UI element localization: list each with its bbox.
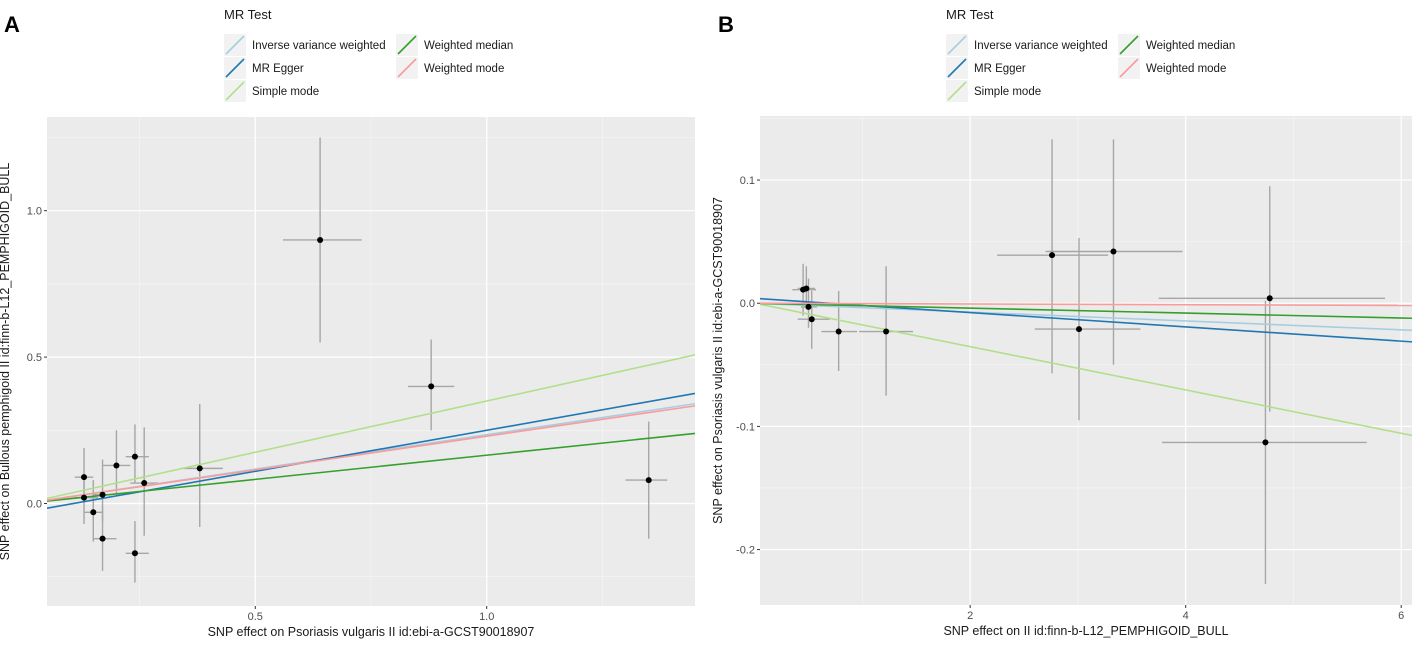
data-point <box>81 474 88 481</box>
legend-label-ivw: Inverse variance weighted <box>252 40 386 52</box>
legend-key-wmedian <box>1119 35 1139 55</box>
panel-label-a: A <box>4 12 20 37</box>
plot-b: 2 4 6 -0.2 -0.1 0.0 0.1 SNP effect on II id:fin… <box>711 116 1412 638</box>
x-axis-title: SNP effect on Psoriasis vulgaris II id:e… <box>208 625 535 639</box>
legend-label-egger: MR Egger <box>974 63 1026 75</box>
data-point <box>1266 295 1273 302</box>
y-tick-label: 0.0 <box>740 298 755 310</box>
legend-title: MR Test <box>946 7 994 22</box>
regression-line-inverse-variance-weighted <box>760 302 1412 332</box>
data-point <box>805 303 812 310</box>
y-tick-label: 1.0 <box>27 206 42 218</box>
data-point <box>317 236 324 243</box>
legend-key-simple <box>947 81 967 101</box>
legend-key-egger <box>225 58 245 78</box>
regression-line-weighted-median <box>47 432 695 502</box>
data-point <box>131 550 138 557</box>
regression-line-simple-mode <box>760 303 1412 437</box>
y-tick-label: -0.1 <box>736 421 755 433</box>
x-axis-title: SNP effect on II id:finn-b-L12_PEMPHIGOI… <box>943 624 1228 638</box>
y-tick-label: 0.1 <box>740 175 755 187</box>
data-point <box>808 316 815 323</box>
data-point <box>81 494 88 501</box>
x-tick-label: 6 <box>1398 610 1404 622</box>
data-point <box>883 328 890 335</box>
y-axis-title: SNP effect on Psoriasis vulgaris II id:e… <box>711 197 725 524</box>
legend-label-simple: Simple mode <box>252 86 319 98</box>
plot-a: 0.5 1.0 0.0 0.5 1.0 SNP effect on Psoriasis v… <box>0 117 695 639</box>
x-tick-label: 0.5 <box>248 611 263 623</box>
y-tick-label: -0.2 <box>736 545 755 557</box>
legend-label-wmedian: Weighted median <box>1146 40 1235 52</box>
data-point <box>99 535 106 542</box>
data-point <box>99 491 106 498</box>
legend-label-wmedian: Weighted median <box>424 40 513 52</box>
data-point <box>803 285 810 292</box>
plot-marks <box>760 139 1412 585</box>
legend-b: MR Test Inverse variance weighted MR Egger… <box>946 7 1235 102</box>
legend-key-simple <box>225 81 245 101</box>
x-tick-label: 1.0 <box>479 611 494 623</box>
regression-line-simple-mode <box>47 354 695 500</box>
legend-a: MR Test Inverse variance weighted MR Egger… <box>224 7 513 102</box>
legend-label-ivw: Inverse variance weighted <box>974 40 1108 52</box>
x-tick-label: 4 <box>1183 610 1189 622</box>
data-point <box>1262 439 1269 446</box>
data-point <box>113 462 120 469</box>
y-axis-title: SNP effect on Bullous pemphigoid II id:f… <box>0 163 12 561</box>
y-tick-label: 0.5 <box>27 352 42 364</box>
regression-line-weighted-mode <box>760 302 1412 307</box>
data-point <box>428 383 435 390</box>
regression-line-weighted-mode <box>47 405 695 501</box>
data-point <box>645 477 652 484</box>
plot-marks <box>47 137 695 583</box>
legend-key-wmode <box>1119 58 1139 78</box>
data-point <box>835 328 842 335</box>
legend-label-simple: Simple mode <box>974 86 1041 98</box>
data-point <box>196 465 203 472</box>
legend-key-wmedian <box>397 35 417 55</box>
y-tick-label: 0.0 <box>27 499 42 511</box>
legend-title: MR Test <box>224 7 272 22</box>
data-point <box>90 509 97 516</box>
legend-key-ivw <box>947 35 967 55</box>
legend-label-wmode: Weighted mode <box>1146 63 1226 75</box>
data-point <box>1075 326 1082 333</box>
data-point <box>141 480 148 487</box>
data-point <box>1110 248 1117 255</box>
data-point <box>1049 252 1056 259</box>
legend-label-wmode: Weighted mode <box>424 63 504 75</box>
legend-label-egger: MR Egger <box>252 63 304 75</box>
x-tick-label: 2 <box>967 610 973 622</box>
legend-key-ivw <box>225 35 245 55</box>
legend-key-egger <box>947 58 967 78</box>
panel-label-b: B <box>718 12 734 37</box>
panel-background <box>760 116 1412 605</box>
data-point <box>131 453 138 460</box>
regression-line-weighted-median <box>760 302 1412 320</box>
legend-key-wmode <box>397 58 417 78</box>
